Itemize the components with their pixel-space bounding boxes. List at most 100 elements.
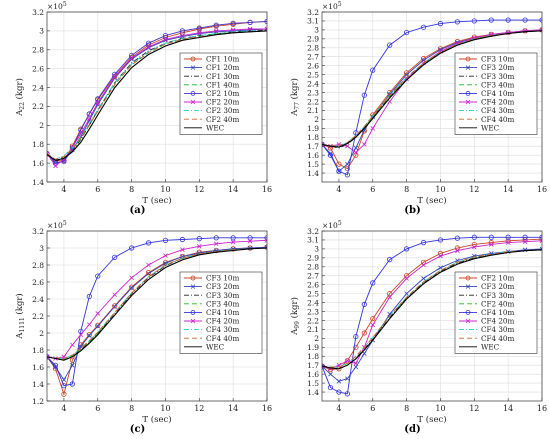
y-tick-label: 2.3	[307, 307, 319, 316]
data-point	[47, 354, 50, 360]
y-tick-label: 2.6	[307, 61, 319, 70]
y-exponent-label: ×105	[47, 220, 67, 230]
y-axis-label: A1111 (kgr)	[14, 293, 26, 339]
data-point	[145, 240, 152, 246]
x-tick-label: 12	[194, 404, 204, 413]
y-tick-label: 1.9	[307, 343, 319, 352]
data-point	[361, 92, 367, 98]
data-point	[78, 332, 84, 337]
data-point	[145, 40, 152, 46]
legend-marker	[190, 91, 196, 96]
data-point	[336, 161, 342, 167]
y-tick-label: 2.2	[32, 312, 44, 321]
x-tick-label: 4	[336, 185, 341, 194]
y-tick-label: 2.9	[307, 35, 319, 44]
data-point	[522, 234, 528, 240]
data-point	[353, 145, 359, 151]
y-tick-label: 2.5	[307, 289, 319, 298]
data-point	[129, 275, 134, 281]
data-point	[345, 376, 350, 381]
y-tick-label: 3	[314, 26, 319, 35]
y-tick-label: 1.8	[307, 133, 319, 142]
data-point	[61, 377, 67, 383]
y-tick-label: 1.4	[32, 380, 44, 389]
legend-marker	[465, 284, 471, 289]
panel-caption: (a)	[129, 205, 146, 216]
y-tick-label: 2	[314, 334, 319, 343]
series-line	[322, 30, 542, 148]
data-point	[421, 276, 426, 281]
series-line	[322, 249, 542, 370]
data-point	[230, 27, 236, 33]
data-point	[336, 168, 342, 174]
data-point	[112, 292, 117, 298]
y-tick-label: 1.5	[307, 160, 319, 169]
y-tick-label: 2.7	[307, 53, 319, 62]
data-point	[213, 28, 219, 34]
legend-entry-label: WEC	[481, 342, 500, 351]
y-tick-label: 1.8	[307, 352, 319, 361]
y-exponent-label: ×105	[47, 1, 67, 11]
data-point	[247, 238, 253, 244]
data-point	[247, 19, 253, 25]
y-tick-label: 2.7	[307, 272, 319, 281]
data-point	[78, 344, 84, 349]
y-tick-label: 2.2	[307, 316, 319, 325]
y-tick-label: 1.4	[32, 178, 44, 187]
legend-entry-label: CF2 30m	[206, 106, 239, 115]
y-tick-label: 1.2	[32, 397, 44, 406]
legend-entry-label: CF4 30m	[481, 325, 514, 334]
y-tick-label: 1.6	[307, 151, 319, 160]
data-point	[387, 42, 393, 48]
data-point	[70, 342, 75, 348]
legend-entry-label: CF4 40m	[206, 334, 239, 343]
data-point	[437, 21, 444, 27]
x-tick-label: 16	[537, 185, 547, 194]
legend-marker	[465, 99, 471, 105]
data-point	[336, 142, 342, 147]
data-point	[146, 44, 151, 50]
y-tick-label: 2.4	[307, 298, 319, 307]
panel-caption: (d)	[404, 424, 421, 435]
legend-entry-label: CF3 30m	[481, 291, 514, 300]
data-point	[112, 303, 118, 309]
chart-panel-b: 4 6 8 10 12 14 16 1.4 1.5 1.6 1.7 1.8 1.9 2 2.1 2.2 2.3 2…	[275, 0, 550, 219]
legend-entry-label: CF3 40m	[481, 80, 514, 89]
data-point	[95, 100, 101, 105]
data-point	[327, 152, 334, 158]
legend-entry-label: CF4 40m	[481, 334, 514, 343]
data-point	[362, 142, 367, 147]
series-line	[47, 20, 267, 164]
legend-marker	[190, 310, 196, 315]
chart-panel-d: 4 6 8 10 12 14 16 1.4 1.5 1.6 1.7 1.8 1.9 2 2.1 2.2 2.3 2…	[275, 219, 550, 438]
data-point	[455, 248, 460, 253]
legend-entry-label: CF1 20m	[206, 63, 239, 72]
legend-marker	[465, 310, 471, 315]
legend-marker	[465, 65, 471, 70]
series-group	[322, 234, 542, 397]
data-point	[129, 55, 134, 61]
y-tick-label: 1.4	[307, 388, 319, 397]
y-axis-label: A77 (kgr)	[289, 78, 301, 117]
chart-svg: 4 6 8 10 12 14 161.41.51.61.71.81.922.12.22.32…	[289, 1, 547, 206]
data-point	[454, 19, 460, 25]
y-tick-label: 3.2	[307, 8, 319, 17]
data-point	[404, 29, 410, 36]
y-tick-label: 2.6	[32, 64, 44, 73]
data-point	[404, 246, 410, 252]
y-tick-label: 1.7	[307, 361, 319, 370]
data-point	[52, 362, 59, 368]
legend-marker	[465, 91, 471, 96]
y-tick-label: 3.1	[307, 236, 319, 245]
legend-entry-label: CF3 10m	[206, 274, 239, 283]
legend-entry-label: CF1 40m	[206, 80, 239, 89]
y-tick-label: 2.4	[307, 79, 319, 88]
x-tick-label: 14	[503, 404, 513, 413]
legend-marker	[190, 56, 196, 62]
data-point	[213, 235, 219, 241]
data-point	[129, 245, 135, 251]
y-tick-label: 1.8	[32, 140, 44, 149]
legend-marker	[190, 318, 196, 324]
